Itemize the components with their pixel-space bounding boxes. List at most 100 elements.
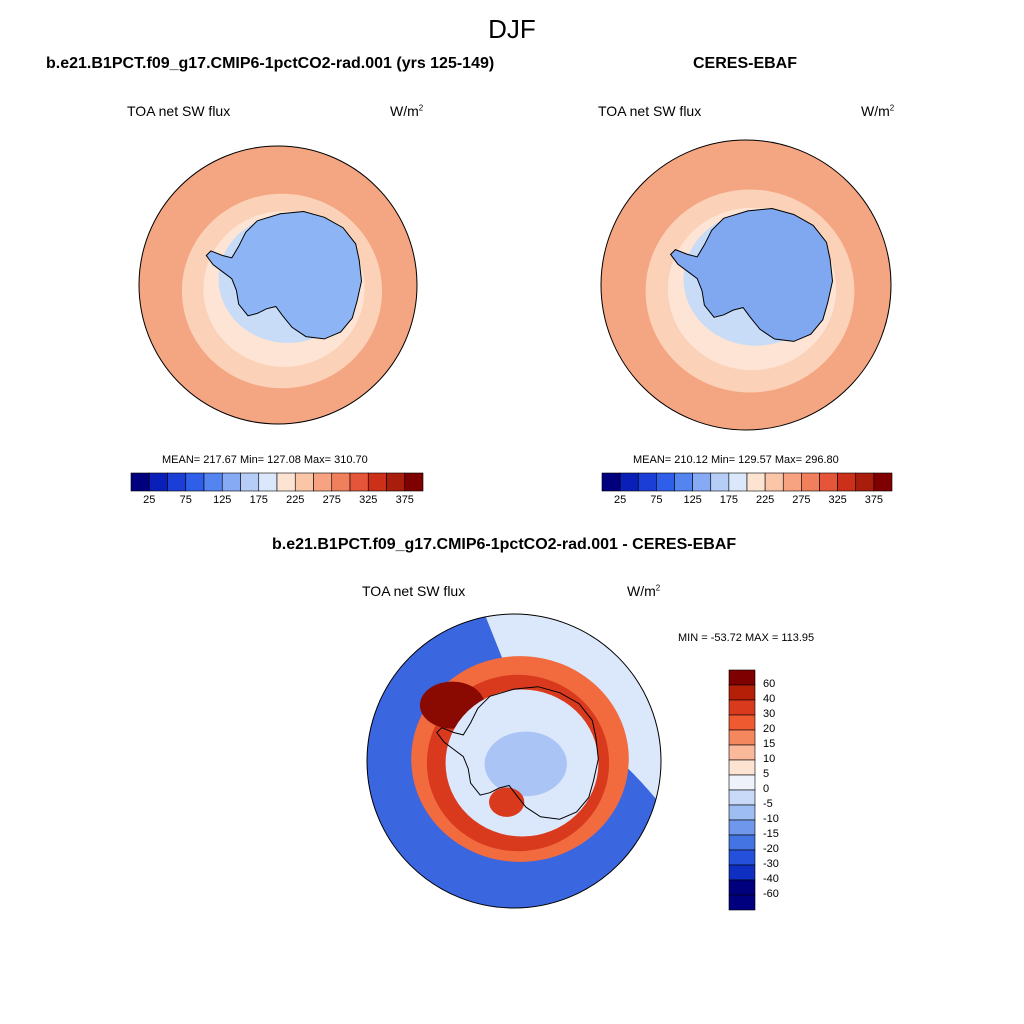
diff-colorbar-swatch	[728, 744, 756, 761]
panel-2-colorbar-tick-label: 175	[719, 494, 739, 506]
diff-colorbar-swatch	[728, 729, 756, 746]
panel-2-colorbar-swatch	[837, 472, 857, 492]
panel-2-colorbar-tick-label: 375	[864, 494, 884, 506]
panel-1-colorbar-swatch	[203, 472, 223, 492]
panel-2-colorbar-swatch	[855, 472, 875, 492]
panel-2-colorbar-swatch	[746, 472, 766, 492]
panel-1-polar-map	[138, 145, 418, 425]
diff-colorbar-swatch	[728, 864, 756, 881]
panel-1-colorbar	[130, 472, 424, 492]
diff-colorbar-swatch	[728, 669, 756, 686]
diff-colorbar-swatch	[728, 819, 756, 836]
panel-1-colorbar-swatch	[258, 472, 278, 492]
diff-interior-negative	[484, 731, 567, 797]
diff-colorbar-tick-label: -20	[763, 843, 779, 855]
panel-2-colorbar-swatch	[873, 472, 893, 492]
panel-1-variable-label: TOA net SW flux	[127, 103, 231, 119]
diff-coastline	[436, 686, 599, 820]
panel-2-colorbar-swatch	[674, 472, 693, 492]
diff-colorbar-tick-label: 20	[763, 723, 776, 735]
diff-colorbar-swatch	[728, 759, 756, 776]
diff-colorbar-swatch	[728, 789, 756, 806]
diff-colorbar-swatch	[728, 849, 756, 866]
diff-colorbar-swatch	[728, 804, 756, 821]
diff-colorbar-tick-label: 10	[763, 753, 776, 765]
diff-units: W/m2	[627, 583, 661, 599]
panel-2-units: W/m2	[861, 103, 895, 119]
panel-1-colorbar-swatch	[221, 472, 241, 492]
panel-2-antarctica	[669, 207, 834, 342]
panel-1-colorbar-tick-label: 25	[143, 494, 156, 506]
panel-2-colorbar-swatch	[819, 472, 838, 492]
panel-2-colorbar-swatch	[692, 472, 712, 492]
diff-colorbar-tick-label: -40	[763, 873, 779, 885]
panel-2-colorbar-swatch	[782, 472, 802, 492]
diff-colorbar-swatch	[728, 699, 756, 716]
diff-colorbar-tick-label: 0	[763, 783, 770, 795]
panel-2-colorbar	[601, 472, 893, 492]
diff-colorbar-tick-label: -5	[763, 798, 773, 810]
panel-2-title: CERES-EBAF	[693, 55, 798, 72]
diff-colorbar-swatch	[728, 879, 756, 896]
panel-1-units: W/m2	[390, 103, 424, 119]
panel-1-field	[139, 146, 417, 424]
panel-2-colorbar-tick-label: 225	[755, 494, 775, 506]
diff-minmax: MIN = -53.72 MAX = 113.95	[678, 632, 815, 644]
diff-colorbar-tick-label: -60	[763, 888, 779, 900]
panel-1-colorbar-swatch	[331, 472, 351, 492]
diff-ross-anomaly	[489, 787, 525, 817]
figure-title: DJF	[488, 14, 536, 44]
diff-polar-map	[366, 613, 662, 909]
panel-2-stats: MEAN= 210.12 Min= 129.57 Max= 296.80	[633, 454, 839, 466]
panel-2-field	[601, 140, 891, 430]
panel-2-colorbar-swatch	[601, 472, 621, 492]
diff-colorbar-tick-label: -30	[763, 858, 779, 870]
diff-colorbar-tick-label: 5	[763, 768, 770, 780]
panel-1-stats: MEAN= 217.67 Min= 127.08 Max= 310.70	[162, 454, 368, 466]
panel-2-colorbar-tick-label: 125	[683, 494, 702, 506]
panel-1-colorbar-tick-label: 225	[286, 494, 305, 506]
panel-2-colorbar-tick-label: 275	[792, 494, 811, 506]
panel-1-colorbar-swatch	[276, 472, 296, 492]
panel-1-colorbar-swatch	[240, 472, 260, 492]
panel-1-colorbar-ticks: 25 75 125 175 225 275 325 375	[131, 494, 423, 508]
diff-panel-title: b.e21.B1PCT.f09_g17.CMIP6-1pctCO2-rad.00…	[272, 536, 737, 553]
panel-2-polar-map	[600, 139, 892, 431]
diff-colorbar-ticks: 60 40 30 20 15 10 5 0 -5 -10 -15 -20 -30 -40 -60	[760, 670, 800, 910]
panel-1-colorbar-swatch	[294, 472, 314, 492]
panel-1-colorbar-tick-label: 275	[322, 494, 341, 506]
diff-colorbar-tick-label: 60	[763, 678, 776, 690]
panel-1-colorbar-swatch	[167, 472, 187, 492]
diff-colorbar-tick-label: -15	[763, 828, 779, 840]
panel-2-colorbar-swatch	[728, 472, 748, 492]
panel-1-colorbar-tick-label: 375	[395, 494, 414, 506]
panel-2-colorbar-tick-label: 75	[650, 494, 663, 506]
panel-1-colorbar-swatch	[185, 472, 205, 492]
panel-2-colorbar-tick-label: 325	[828, 494, 847, 506]
diff-colorbar-swatch	[728, 774, 756, 791]
diff-colorbar-swatch	[728, 684, 756, 701]
panel-2-colorbar-swatch	[764, 472, 784, 492]
panel-1-colorbar-swatch	[367, 472, 387, 492]
diff-colorbar	[728, 669, 756, 911]
diff-field	[367, 614, 661, 908]
panel-1-colorbar-tick-label: 125	[213, 494, 232, 506]
diff-colorbar-tick-label: 40	[763, 693, 776, 705]
diff-colorbar-swatch	[728, 714, 756, 731]
diff-map-border	[366, 613, 662, 909]
panel-1-map-border	[138, 145, 418, 425]
panel-2-colorbar-swatch	[656, 472, 675, 492]
panel-2-colorbar-swatch	[801, 472, 820, 492]
panel-1-colorbar-tick-label: 325	[359, 494, 378, 506]
panel-2-colorbar-swatch	[637, 472, 657, 492]
panel-1-colorbar-tick-label: 75	[179, 494, 192, 506]
diff-colorbar-tick-label: -10	[763, 813, 779, 825]
panel-1-colorbar-swatch	[148, 472, 168, 492]
panel-2-map-border	[600, 139, 892, 431]
panel-1-colorbar-tick-label: 175	[249, 494, 268, 506]
diff-colorbar-swatch	[728, 834, 756, 851]
panel-2-colorbar-tick-label: 25	[614, 494, 627, 506]
diff-colorbar-tick-label: 30	[763, 708, 776, 720]
panel-1-colorbar-swatch	[404, 472, 424, 492]
panel-2-colorbar-swatch	[710, 472, 730, 492]
